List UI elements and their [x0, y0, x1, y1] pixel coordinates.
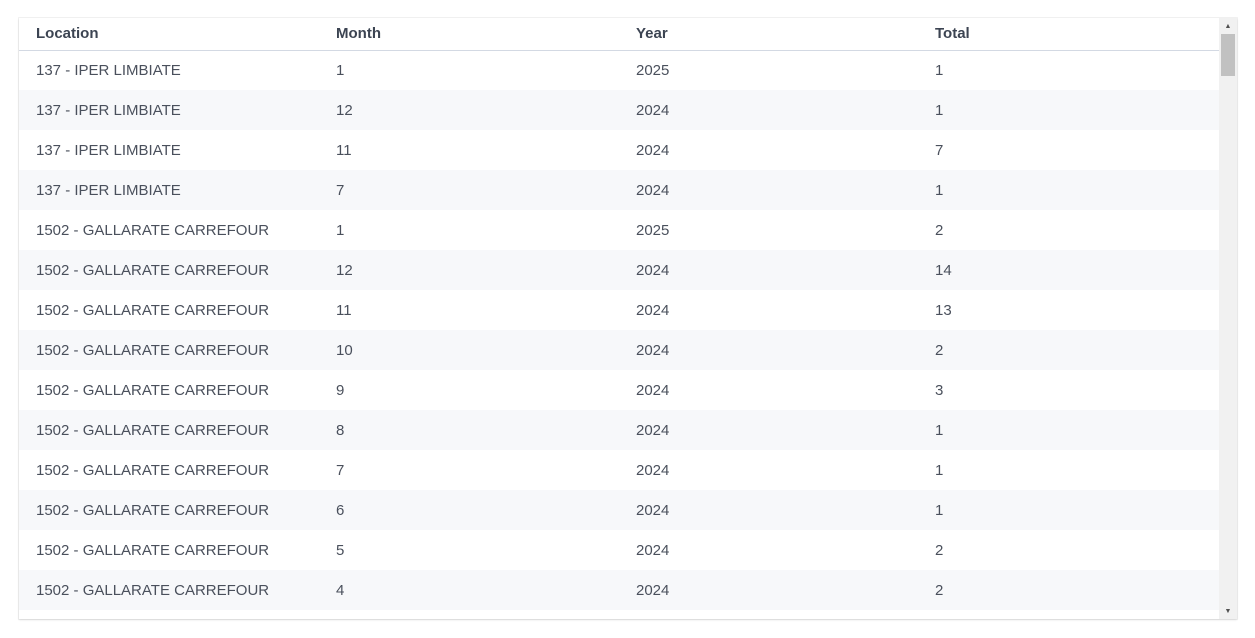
- table-scroll-area[interactable]: Location Month Year Total 137 - IPER LIM…: [19, 18, 1219, 619]
- header-row: Location Month Year Total: [19, 18, 1219, 51]
- cell-location: 1502 - GALLARATE CARREFOUR: [19, 410, 319, 450]
- table-row[interactable]: 1502 - GALLARATE CARREFOUR 10 2024 2: [19, 330, 1219, 370]
- cell-total: 1: [918, 490, 1219, 530]
- cell-total: 1: [935, 461, 944, 479]
- table-row[interactable]: 1502 - GALLARATE CARREFOUR 6 2024 1: [19, 490, 1219, 530]
- cell-month: 7: [319, 170, 619, 210]
- cell-location: 1502 - GALLARATE CARREFOUR: [36, 541, 270, 559]
- cell-month: 12: [319, 250, 619, 290]
- cell-month: 9: [336, 381, 345, 399]
- table-row[interactable]: 1502 - GALLARATE CARREFOUR 11 2024 13: [19, 290, 1219, 330]
- column-header-location[interactable]: Location: [19, 18, 319, 51]
- cell-total: 2: [918, 570, 1219, 610]
- cell-location: 1502 - GALLARATE CARREFOUR: [36, 381, 270, 399]
- cell-year: 2024: [619, 250, 918, 290]
- scrollbar-thumb[interactable]: [1221, 34, 1235, 76]
- table-row[interactable]: 1502 - GALLARATE CARREFOUR 1 2025 2: [19, 210, 1219, 250]
- cell-month: 1: [336, 61, 345, 79]
- cell-location: 1502 - GALLARATE CARREFOUR: [36, 461, 270, 479]
- table-row[interactable]: 1502 - GALLARATE CARREFOUR 4 2024 2: [19, 570, 1219, 610]
- cell-location: 137 - IPER LIMBIATE: [19, 90, 319, 130]
- cell-location: 1502 - GALLARATE CARREFOUR: [36, 301, 270, 319]
- cell-year: 2024: [636, 381, 670, 399]
- cell-month: 11: [336, 301, 352, 319]
- cell-year: 2024: [619, 330, 918, 370]
- column-header-year[interactable]: Year: [619, 18, 918, 51]
- cell-month: 8: [319, 410, 619, 450]
- table-row[interactable]: 137 - IPER LIMBIATE 11 2024 7: [19, 130, 1219, 170]
- table-row[interactable]: 137 - IPER LIMBIATE 7 2024 1: [19, 170, 1219, 210]
- cell-month: 11: [336, 141, 352, 159]
- cell-total: 1: [918, 90, 1219, 130]
- column-header-total[interactable]: Total: [918, 18, 1219, 51]
- table-row[interactable]: 1502 - GALLARATE CARREFOUR 5 2024 2: [19, 530, 1219, 570]
- cell-location: 137 - IPER LIMBIATE: [36, 61, 181, 79]
- column-header-month[interactable]: Month: [319, 18, 619, 51]
- cell-year: 2024: [619, 90, 918, 130]
- table-body: 137 - IPER LIMBIATE 1 2025 1 137 - IPER LIMB…: [19, 50, 1219, 610]
- cell-total: 1: [918, 170, 1219, 210]
- table-row[interactable]: 1502 - GALLARATE CARREFOUR 7 2024 1: [19, 450, 1219, 490]
- cell-year: 2024: [636, 461, 670, 479]
- cell-location: 1502 - GALLARATE CARREFOUR: [19, 490, 319, 530]
- vertical-scrollbar[interactable]: ▲ ▼: [1219, 18, 1237, 619]
- cell-year: 2024: [619, 490, 918, 530]
- cell-location: 137 - IPER LIMBIATE: [19, 170, 319, 210]
- cell-location: 137 - IPER LIMBIATE: [36, 141, 181, 159]
- cell-month: 10: [319, 330, 619, 370]
- cell-location: 1502 - GALLARATE CARREFOUR: [19, 570, 319, 610]
- cell-total: 2: [935, 221, 944, 239]
- cell-total: 14: [918, 250, 1219, 290]
- cell-month: 1: [336, 221, 345, 239]
- table-row[interactable]: 1502 - GALLARATE CARREFOUR 9 2024 3: [19, 370, 1219, 410]
- cell-total: 2: [918, 330, 1219, 370]
- cell-month: 6: [319, 490, 619, 530]
- cell-year: 2024: [619, 570, 918, 610]
- cell-month: 5: [336, 541, 345, 559]
- cell-year: 2024: [636, 141, 670, 159]
- cell-year: 2024: [619, 170, 918, 210]
- scroll-up-arrow-icon[interactable]: ▲: [1224, 22, 1232, 30]
- table-row[interactable]: 1502 - GALLARATE CARREFOUR 12 2024 14: [19, 250, 1219, 290]
- data-table: Location Month Year Total 137 - IPER LIM…: [19, 18, 1219, 610]
- cell-total: 7: [935, 141, 944, 159]
- cell-year: 2024: [636, 301, 670, 319]
- cell-total: 13: [935, 301, 952, 319]
- cell-year: 2024: [636, 541, 670, 559]
- cell-month: 12: [319, 90, 619, 130]
- cell-total: 1: [935, 61, 944, 79]
- data-table-panel: Location Month Year Total 137 - IPER LIM…: [19, 18, 1237, 619]
- table-row[interactable]: 137 - IPER LIMBIATE 1 2025 1: [19, 50, 1219, 90]
- table-header: Location Month Year Total: [19, 18, 1219, 51]
- cell-total: 2: [935, 541, 944, 559]
- cell-year: 2025: [636, 61, 670, 79]
- cell-location: 1502 - GALLARATE CARREFOUR: [36, 221, 270, 239]
- cell-year: 2025: [636, 221, 670, 239]
- table-row[interactable]: 1502 - GALLARATE CARREFOUR 8 2024 1: [19, 410, 1219, 450]
- cell-total: 1: [918, 410, 1219, 450]
- cell-month: 4: [319, 570, 619, 610]
- cell-location: 1502 - GALLARATE CARREFOUR: [19, 250, 319, 290]
- table-row[interactable]: 137 - IPER LIMBIATE 12 2024 1: [19, 90, 1219, 130]
- scroll-down-arrow-icon[interactable]: ▼: [1224, 607, 1232, 615]
- cell-year: 2024: [619, 410, 918, 450]
- cell-total: 3: [935, 381, 944, 399]
- cell-location: 1502 - GALLARATE CARREFOUR: [19, 330, 319, 370]
- cell-month: 7: [336, 461, 345, 479]
